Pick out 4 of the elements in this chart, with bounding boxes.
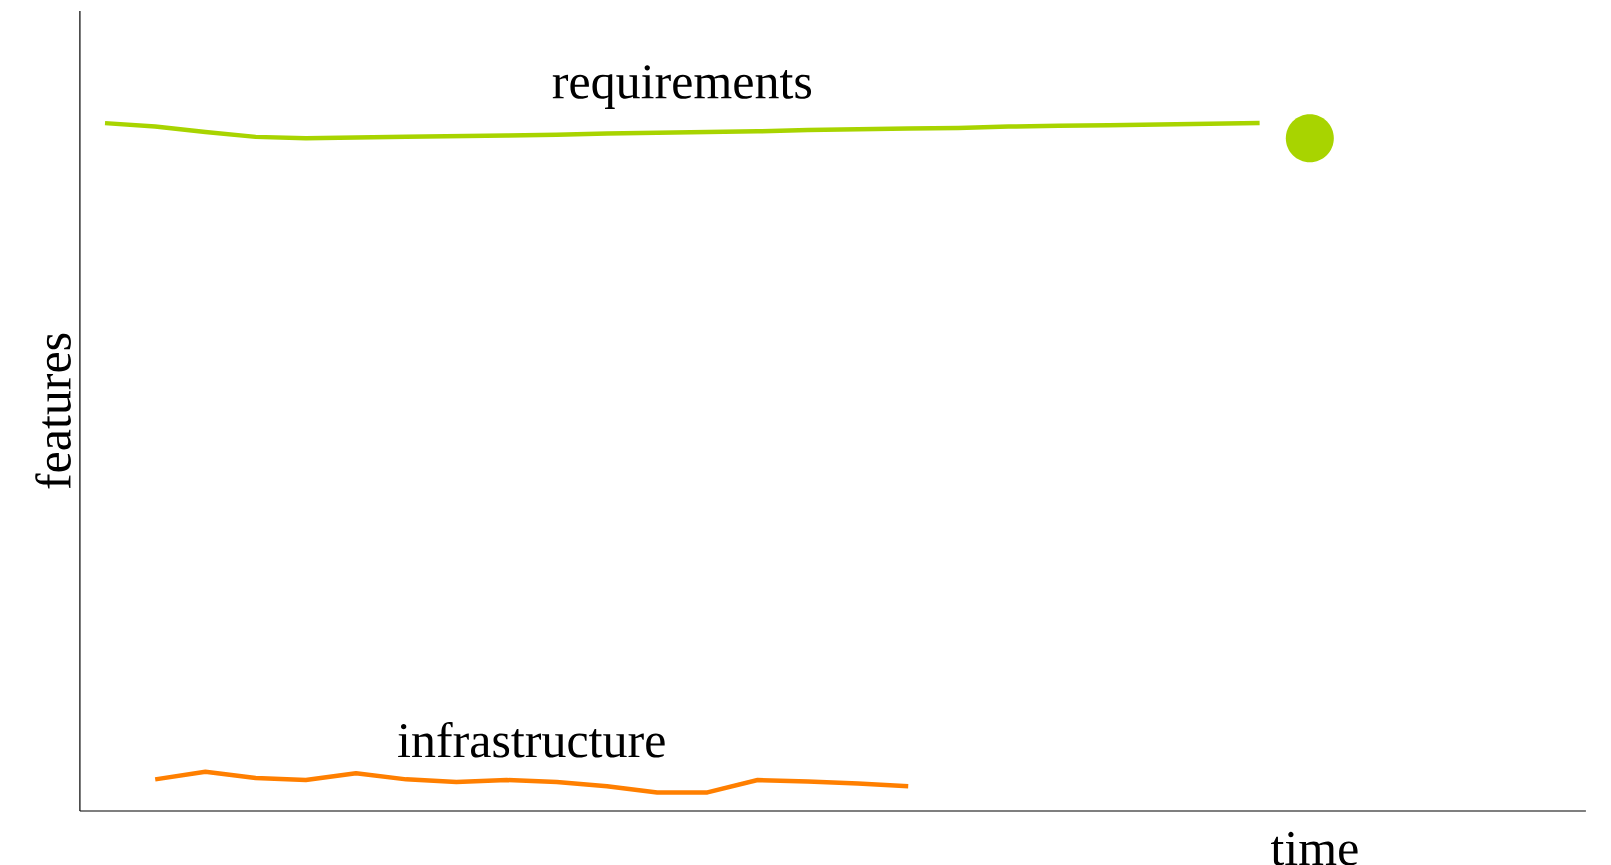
y-axis-title: features xyxy=(35,333,71,489)
x-axis-title: time xyxy=(1270,831,1358,865)
series-label: requirements xyxy=(552,65,812,109)
series-label: infrastructure xyxy=(398,721,665,758)
